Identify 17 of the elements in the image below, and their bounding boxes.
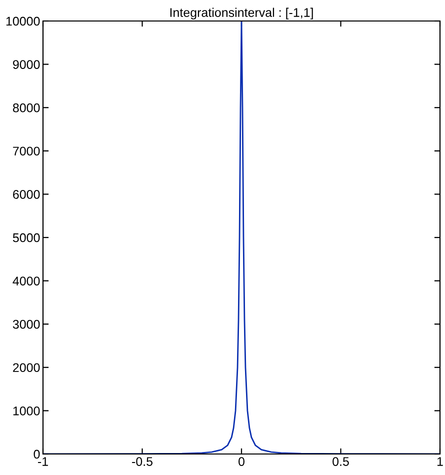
x-tick-label: -1 bbox=[38, 457, 48, 466]
y-tick-label: 9000 bbox=[13, 60, 40, 69]
x-tick-label: 0 bbox=[238, 457, 244, 466]
y-tick-label: 0 bbox=[34, 450, 40, 459]
x-tick-label: -0.5 bbox=[132, 457, 152, 466]
y-tick-label: 6000 bbox=[13, 190, 40, 199]
y-tick-label: 3000 bbox=[12, 320, 40, 329]
y-tick-label: 8000 bbox=[12, 103, 40, 112]
x-tick-label: 1 bbox=[437, 457, 443, 466]
x-tick-label: 0.5 bbox=[332, 457, 349, 466]
y-tick-label: 1000 bbox=[13, 406, 40, 416]
y-tick-label: 4000 bbox=[12, 276, 40, 286]
y-tick-label: 2000 bbox=[13, 363, 40, 372]
y-tick-label: 5000 bbox=[12, 233, 40, 242]
y-tick-label: 7000 bbox=[13, 146, 40, 156]
chart-title: Integrationsinterval : [-1,1] bbox=[170, 8, 313, 20]
y-tick-label: 10000 bbox=[6, 16, 40, 26]
